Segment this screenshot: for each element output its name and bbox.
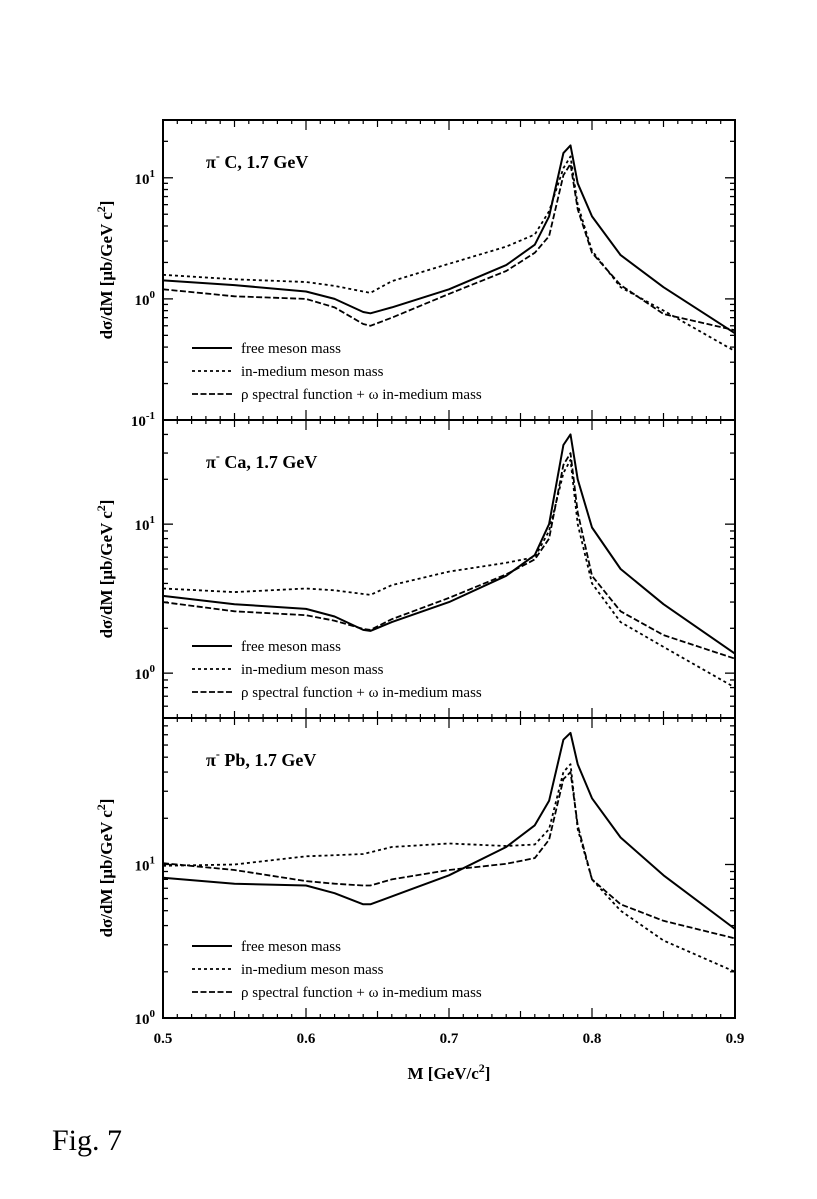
series-line-dashed xyxy=(162,771,736,940)
y-axis-title-main: dσ/dM [μb/GeV c xyxy=(97,212,116,340)
y-tick-label: 101 xyxy=(135,168,156,188)
series-line-solid xyxy=(162,433,736,655)
y-tick-label-exponent: 0 xyxy=(150,289,156,301)
y-tick-label-base: 10 xyxy=(135,1012,150,1028)
legend-label: free meson mass xyxy=(241,939,341,955)
series-line-solid xyxy=(162,144,736,335)
x-axis-title-main: M [GeV/c xyxy=(408,1064,480,1083)
panel-title: π- Pb, 1.7 GeV xyxy=(206,747,316,770)
y-tick-label-exponent: 0 xyxy=(150,663,156,675)
series-line-dotted xyxy=(162,458,736,689)
legend-label: free meson mass xyxy=(241,639,341,655)
legend-label: free meson mass xyxy=(241,341,341,357)
series-line-dashed xyxy=(162,452,736,660)
y-tick-label: 101 xyxy=(135,854,156,874)
panel-title-rest: C, 1.7 GeV xyxy=(220,152,309,172)
y-tick-label-exponent: 0 xyxy=(150,1008,156,1020)
y-tick-label-exponent: -1 xyxy=(146,410,155,422)
y-axis-title-main: dσ/dM [μb/GeV c xyxy=(97,511,116,639)
y-tick-label: 100 xyxy=(135,1008,156,1028)
y-axis-title-end: ] xyxy=(97,799,116,805)
panel-title-rest: Pb, 1.7 GeV xyxy=(220,750,317,770)
y-axis-title-main: dσ/dM [μb/GeV c xyxy=(97,810,116,938)
panel-title-sup: - xyxy=(216,449,220,463)
y-axis-title-end: ] xyxy=(97,500,116,506)
panel-title-pi: π xyxy=(206,152,216,172)
x-tick-label: 0.5 xyxy=(154,1031,173,1047)
y-axis-title: dσ/dM [μb/GeV c2] xyxy=(94,500,116,639)
x-tick-label: 0.6 xyxy=(297,1031,316,1047)
panel-title-rest: Ca, 1.7 GeV xyxy=(220,452,318,472)
panel-title-sup: - xyxy=(216,149,220,163)
y-tick-label-base: 10 xyxy=(135,858,150,874)
y-tick-label: 101 xyxy=(135,514,156,534)
y-axis-title: dσ/dM [μb/GeV c2] xyxy=(94,799,116,938)
y-tick-label: 100 xyxy=(135,289,156,309)
panel-title: π- Ca, 1.7 GeV xyxy=(206,449,317,472)
x-axis-title-end: ] xyxy=(485,1064,491,1083)
series-line-solid xyxy=(162,731,736,930)
y-tick-label-base: 10 xyxy=(135,293,150,309)
x-tick-label: 0.7 xyxy=(440,1031,459,1047)
panel-title-sup: - xyxy=(216,747,220,761)
x-axis-title: M [GeV/c2] xyxy=(408,1061,491,1083)
y-axis-title-sup: 2 xyxy=(94,804,108,810)
y-tick-label-base: 10 xyxy=(135,172,150,188)
legend-label: ρ spectral function + ω in-medium mass xyxy=(241,985,482,1001)
panel-title-pi: π xyxy=(206,452,216,472)
y-axis-title-end: ] xyxy=(97,201,116,207)
legend-label: in-medium meson mass xyxy=(241,662,384,678)
y-tick-label-exponent: 1 xyxy=(150,168,156,180)
y-tick-label: 100 xyxy=(135,663,156,683)
series-line-dashed xyxy=(162,163,736,332)
y-axis-title-sup: 2 xyxy=(94,505,108,511)
y-tick-label-exponent: 1 xyxy=(150,854,156,866)
y-tick-label-base: 10 xyxy=(135,667,150,683)
legend-label: in-medium meson mass xyxy=(241,962,384,978)
x-tick-label: 0.8 xyxy=(583,1031,602,1047)
figure-caption: Fig. 7 xyxy=(52,1124,123,1157)
y-tick-label-base: 10 xyxy=(131,414,146,430)
series-line-dotted xyxy=(162,155,736,352)
y-tick-label: 10-1 xyxy=(131,410,155,430)
y-tick-label-base: 10 xyxy=(135,518,150,534)
legend-label: ρ spectral function + ω in-medium mass xyxy=(241,387,482,403)
x-axis: 0.5 0.6 0.7 0.8 0.9 M [GeV/c2] xyxy=(154,1031,745,1083)
y-tick-label-exponent: 1 xyxy=(150,514,156,526)
x-tick-label: 0.9 xyxy=(726,1031,745,1047)
y-axis-title-sup: 2 xyxy=(94,206,108,212)
panel-title-pi: π xyxy=(206,750,216,770)
legend-label: in-medium meson mass xyxy=(241,364,384,380)
legend-label: ρ spectral function + ω in-medium mass xyxy=(241,685,482,701)
x-axis-title-sup: 2 xyxy=(479,1061,485,1075)
y-axis-title: dσ/dM [μb/GeV c2] xyxy=(94,201,116,340)
panel-title: π- C, 1.7 GeV xyxy=(206,149,308,172)
